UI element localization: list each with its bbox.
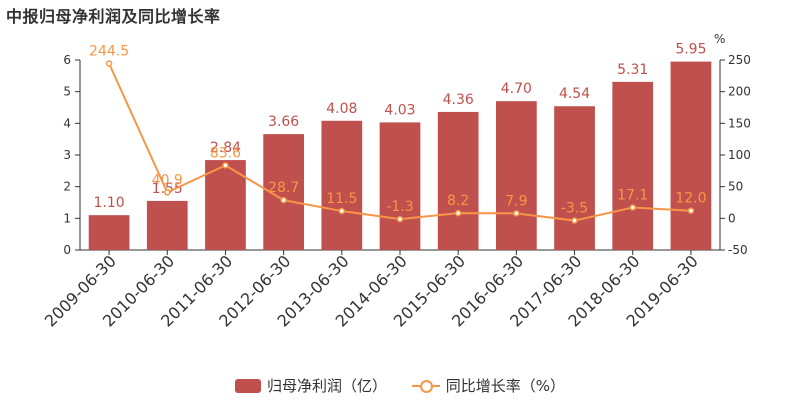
bar-value-label: 4.70	[501, 81, 532, 97]
bar	[437, 111, 479, 250]
legend-item-growth-rate[interactable]: 同比增长率（%）	[411, 375, 566, 396]
line-value-label: 11.5	[326, 191, 357, 207]
line-value-label: 28.7	[268, 180, 299, 196]
right-tick-label: -50	[728, 243, 748, 257]
legend-label: 归母净利润（亿）	[266, 377, 387, 395]
legend-item-net-profit[interactable]: 归母净利润（亿）	[234, 375, 387, 396]
line-value-label: -3.5	[561, 201, 588, 217]
line-value-label: 40.9	[152, 172, 183, 188]
legend-bar-swatch	[234, 378, 261, 393]
bar-value-label: 4.08	[326, 101, 357, 117]
line-value-label: 17.1	[617, 188, 648, 204]
bar	[554, 106, 595, 250]
line-value-label: 83.6	[210, 145, 241, 161]
bar	[379, 122, 421, 250]
line-value-label: 244.5	[89, 43, 129, 59]
left-tick-label: 1	[63, 211, 71, 225]
right-tick-label: 200	[728, 85, 751, 99]
left-tick-label: 0	[63, 243, 71, 257]
line-point	[396, 215, 404, 223]
right-tick-label: 50	[728, 180, 743, 194]
line-point	[513, 210, 520, 217]
line-point	[105, 60, 113, 67]
left-tick-label: 6	[63, 53, 71, 67]
bar-value-label: 1.55	[152, 181, 183, 197]
line-point	[280, 196, 287, 204]
line-point	[629, 204, 636, 211]
line-point	[687, 207, 695, 214]
line-point	[571, 217, 578, 224]
left-tick-label: 2	[63, 180, 71, 194]
line-value-label: 12.0	[675, 191, 706, 207]
bar	[88, 215, 130, 250]
chart-title: 中报归母净利润及同比增长率	[6, 7, 221, 26]
right-tick-label: 150	[728, 116, 751, 130]
line-point	[454, 209, 462, 217]
line-value-label: -1.3	[386, 199, 413, 215]
line-point	[164, 189, 171, 196]
left-tick-label: 3	[63, 148, 71, 162]
legend-label: 同比增长率（%）	[445, 377, 566, 395]
right-tick-label: 250	[728, 53, 751, 67]
bar	[146, 200, 188, 250]
bar	[321, 120, 363, 250]
bar	[612, 81, 654, 250]
bar-value-label: 3.66	[268, 114, 299, 130]
bar-value-label: 5.31	[617, 62, 648, 78]
bar	[496, 101, 537, 251]
bar	[670, 61, 712, 251]
legend: 归母净利润（亿） 同比增长率（%）	[0, 375, 800, 396]
line-value-label: 7.9	[505, 193, 527, 209]
left-tick-label: 4	[63, 116, 71, 130]
legend-line-marker-icon	[411, 379, 440, 393]
bar-value-label: 4.36	[443, 92, 474, 108]
bar-value-label: 1.10	[94, 195, 125, 211]
bar-value-label: 5.95	[675, 42, 706, 58]
line-point	[222, 162, 229, 169]
right-tick-label: 0	[728, 211, 736, 225]
left-tick-label: 5	[63, 85, 71, 99]
bar-value-label: 2.84	[210, 140, 241, 156]
bar-value-label: 4.54	[559, 86, 590, 102]
bar-value-label: 4.03	[384, 102, 415, 118]
right-axis-unit-label: %	[714, 32, 725, 46]
line-point	[338, 207, 346, 215]
right-tick-label: 100	[728, 148, 751, 162]
line-value-label: 8.2	[447, 193, 469, 209]
bar	[205, 160, 246, 250]
